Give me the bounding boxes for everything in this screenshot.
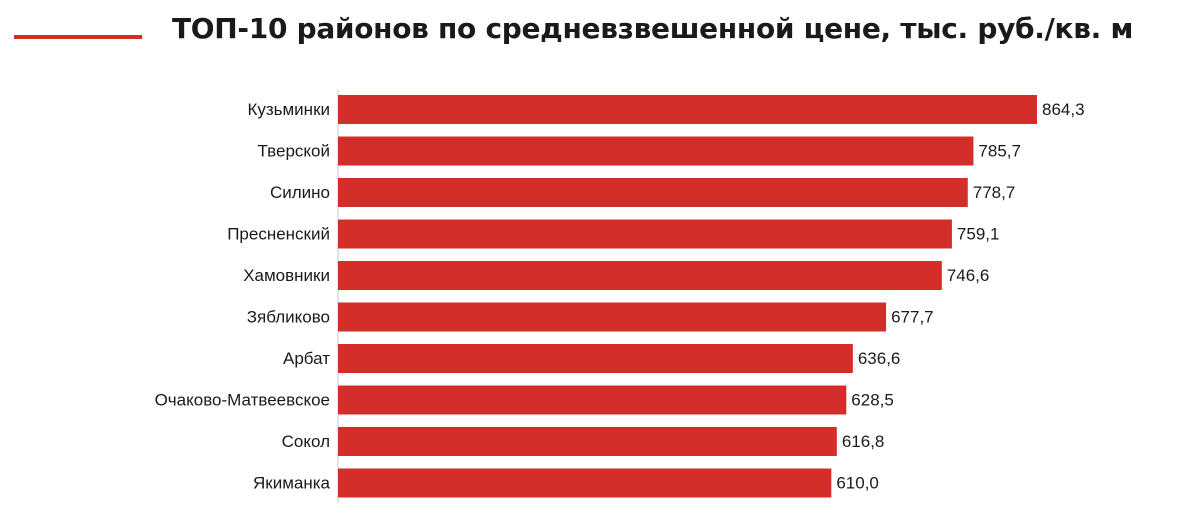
value-label: 759,1 (957, 225, 1000, 244)
category-label: Кузьминки (247, 100, 330, 119)
bar (338, 261, 942, 290)
bars-layer (338, 95, 1037, 498)
value-label: 746,6 (947, 266, 990, 285)
category-label: Зябликово (247, 308, 330, 327)
bar (338, 344, 853, 373)
value-label: 778,7 (973, 183, 1016, 202)
value-label: 636,6 (858, 349, 901, 368)
category-label: Якиманка (253, 474, 331, 493)
category-label: Силино (270, 183, 330, 202)
bar (338, 427, 837, 456)
category-label: Очаково-Матвеевское (155, 391, 330, 410)
bar (338, 95, 1037, 124)
bar (338, 302, 887, 332)
bar (338, 178, 968, 207)
bar (338, 468, 832, 498)
bar (338, 136, 974, 166)
chart-title: ТОП-10 районов по средневзвешенной цене,… (172, 12, 1134, 45)
category-label: Пресненский (227, 225, 330, 244)
category-label: Хамовники (243, 266, 330, 285)
bar (338, 385, 847, 415)
labels-layer: Кузьминки 864,3 Тверской 785,7 Силино 778,7 Пр… (155, 100, 1085, 493)
value-label: 677,7 (891, 308, 934, 327)
value-label: 610,0 (836, 474, 879, 493)
title-accent-line (14, 35, 142, 39)
value-label: 785,7 (978, 142, 1021, 161)
category-label: Тверской (258, 142, 330, 161)
category-label: Арбат (283, 349, 330, 368)
value-label: 628,5 (851, 391, 894, 410)
category-label: Сокол (282, 432, 330, 451)
bar (338, 219, 952, 249)
value-label: 616,8 (842, 432, 885, 451)
value-label: 864,3 (1042, 100, 1085, 119)
